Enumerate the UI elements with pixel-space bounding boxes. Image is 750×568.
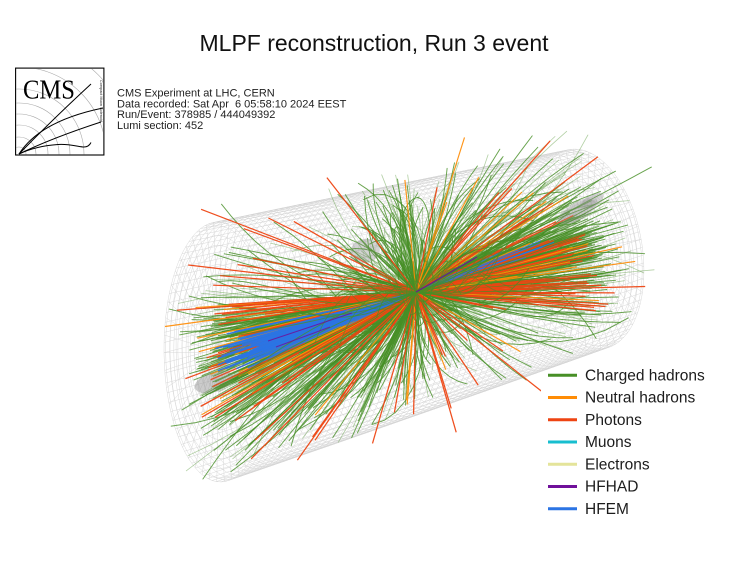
svg-text:Photons: Photons: [585, 412, 642, 429]
svg-text:CMS Experiment at LHC, CERN: CMS Experiment at LHC, CERN: [117, 88, 275, 100]
svg-text:HFEM: HFEM: [585, 501, 629, 518]
svg-text:Lumi section: 452: Lumi section: 452: [117, 120, 203, 132]
svg-text:HFHAD: HFHAD: [585, 479, 638, 496]
svg-text:Compact Muon Solenoid: Compact Muon Solenoid: [99, 80, 103, 122]
svg-text:Electrons: Electrons: [585, 456, 650, 473]
svg-text:CMS: CMS: [23, 74, 75, 105]
svg-text:Data recorded: Sat Apr 6 05:5: Data recorded: Sat Apr 6 05:58:10 2024 E…: [117, 98, 347, 110]
svg-text:Run/Event: 378985 / 444049392: Run/Event: 378985 / 444049392: [117, 109, 275, 121]
svg-text:MLPF reconstruction, Run 3 eve: MLPF reconstruction, Run 3 event: [200, 30, 550, 56]
svg-text:Muons: Muons: [585, 434, 632, 451]
svg-text:Charged hadrons: Charged hadrons: [585, 368, 705, 385]
svg-text:Neutral hadrons: Neutral hadrons: [585, 390, 696, 407]
